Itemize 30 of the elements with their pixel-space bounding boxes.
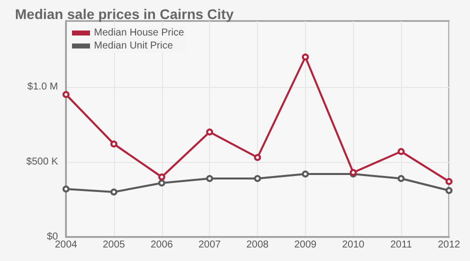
point (302, 170, 309, 178)
point (62, 186, 70, 192)
point (446, 178, 452, 185)
y-tick-label: $1.0 M (27, 82, 58, 92)
x-tick-label: 2005 (102, 240, 126, 250)
legend-label: Median House Price (94, 28, 184, 38)
point (302, 54, 309, 60)
x-tick-label: 2004 (54, 240, 78, 250)
point (398, 148, 405, 155)
x-tick-label: 2006 (150, 240, 174, 250)
point (158, 174, 166, 180)
point (110, 188, 118, 196)
point (110, 140, 118, 148)
x-tick-label: 2009 (294, 240, 317, 250)
point (254, 154, 261, 161)
x-tick-label: 2007 (198, 240, 222, 250)
point (254, 175, 261, 182)
x-tick-label: 2008 (246, 240, 270, 250)
point (206, 175, 214, 182)
point (398, 175, 405, 182)
point (446, 187, 452, 194)
x-tick-label: 2012 (438, 240, 461, 250)
legend-label: Median Unit Price (94, 40, 174, 52)
x-tick-label: 2010 (342, 240, 365, 250)
point (158, 180, 166, 186)
y-tick-label: $500 K (26, 156, 58, 168)
point (62, 91, 70, 98)
x-tick-label: 2011 (390, 240, 412, 250)
chart-title: Median sale prices in Cairns City (15, 6, 234, 22)
point (206, 128, 214, 136)
